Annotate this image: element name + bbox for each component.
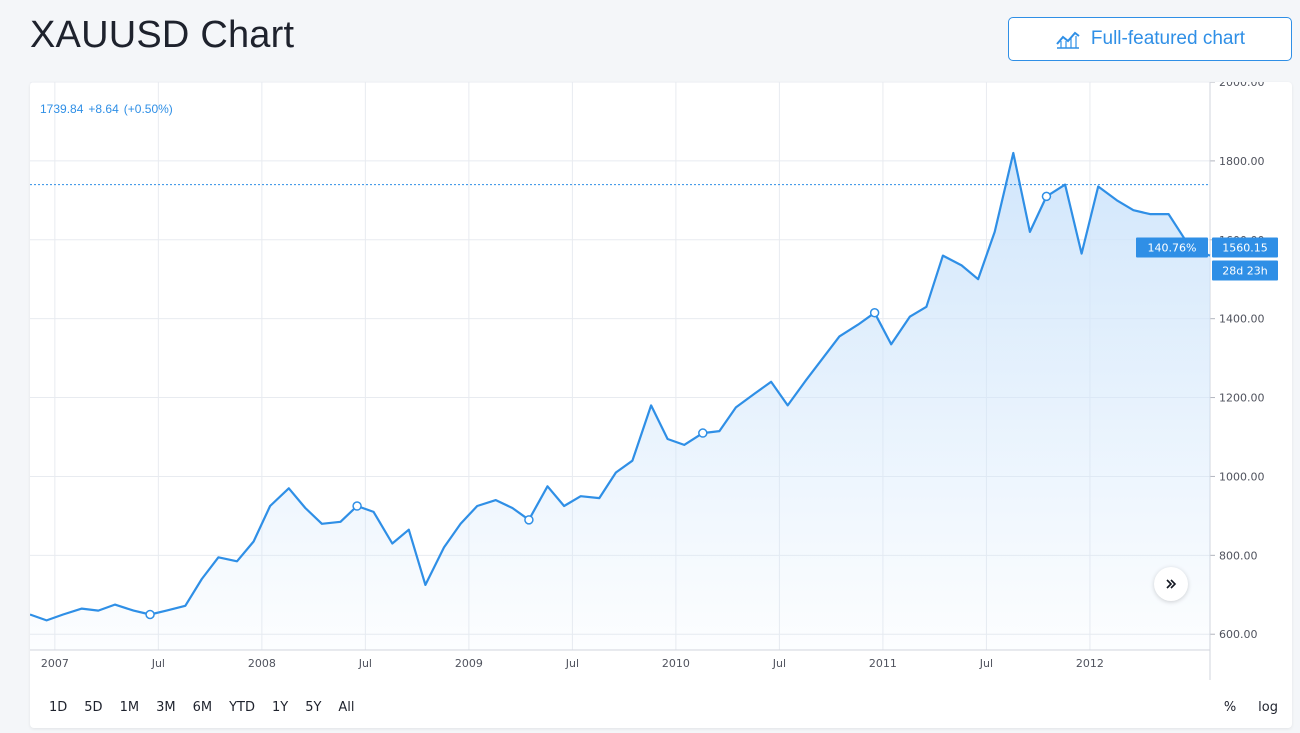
series-line (30, 151, 1211, 622)
range-buttons: 1D 5D 1M 3M 6M YTD 1Y 5Y All (49, 700, 372, 715)
y-tick-label: 1000.00 (1219, 470, 1265, 483)
range-button-5y[interactable]: 5Y (305, 699, 322, 715)
range-button-1d[interactable]: 1D (49, 699, 68, 715)
percent-badge-text: 140.76% (1148, 242, 1197, 255)
range-button-5d[interactable]: 5D (84, 699, 103, 715)
countdown-badge-text: 28d 23h (1222, 265, 1267, 278)
price-chart[interactable]: 600.00800.001000.001200.001400.001600.00… (30, 82, 1292, 686)
range-button-6m[interactable]: 6M (192, 699, 213, 715)
x-tick-label: Jul (772, 657, 786, 670)
chart-icon (1056, 31, 1080, 49)
log-scale-toggle[interactable]: log (1258, 699, 1278, 715)
full-featured-chart-label: Full-featured chart (1090, 28, 1246, 49)
x-tick-label: 2008 (248, 657, 276, 670)
y-tick-label: 1800.00 (1219, 155, 1265, 168)
legend-change-pct: (+0.50%) (123, 102, 173, 116)
chart-card: 600.00800.001000.001200.001400.001600.00… (30, 82, 1292, 728)
x-tick-label: Jul (565, 657, 579, 670)
range-button-1m[interactable]: 1M (119, 699, 140, 715)
x-tick-label: 2011 (869, 657, 897, 670)
full-featured-chart-button[interactable]: Full-featured chart (1008, 17, 1292, 61)
series-marker[interactable] (1041, 191, 1052, 202)
x-tick-label: 2007 (41, 657, 69, 670)
series-marker[interactable] (145, 609, 155, 620)
series-marker[interactable] (869, 308, 880, 318)
price-badge-text: 1560.15 (1222, 242, 1268, 255)
percent-scale-toggle[interactable]: % (1223, 699, 1237, 715)
double-chevron-right-icon (1166, 579, 1177, 589)
legend-price: 1739.84 (40, 102, 84, 116)
x-tick-label: Jul (151, 657, 165, 670)
page-title: XAUUSD Chart (30, 14, 295, 56)
x-tick-label: 2012 (1076, 657, 1104, 670)
y-tick-label: 1400.00 (1219, 313, 1265, 326)
y-tick-label: 800.00 (1219, 549, 1258, 562)
x-tick-label: Jul (358, 657, 372, 670)
range-button-3m[interactable]: 3M (156, 699, 176, 715)
series-marker[interactable] (352, 501, 362, 511)
percent-badge (1136, 237, 1208, 258)
y-tick-label: 600.00 (1219, 628, 1258, 641)
price-badge (1212, 237, 1278, 258)
y-tick-label: 1200.00 (1219, 392, 1265, 405)
legend-change: +8.64 (88, 102, 119, 116)
series-marker[interactable] (698, 428, 708, 438)
bottom-toolbar: 1D 5D 1M 3M 6M YTD 1Y 5Y All % log (30, 686, 1292, 728)
x-tick-label: 2010 (662, 657, 690, 670)
range-button-ytd[interactable]: YTD (229, 699, 255, 715)
x-tick-label: 2009 (455, 657, 483, 670)
range-button-all[interactable]: All (338, 699, 355, 715)
series-area-fill (30, 153, 1210, 650)
range-button-1y[interactable]: 1Y (271, 699, 289, 715)
price-legend: 1739.84 +8.64 (+0.50%) (40, 102, 178, 116)
countdown-badge (1212, 260, 1278, 281)
scroll-to-realtime-button[interactable] (1154, 567, 1188, 601)
y-tick-label: 2000.00 (1219, 82, 1265, 89)
series-marker[interactable] (524, 515, 534, 525)
x-tick-label: Jul (979, 657, 993, 670)
